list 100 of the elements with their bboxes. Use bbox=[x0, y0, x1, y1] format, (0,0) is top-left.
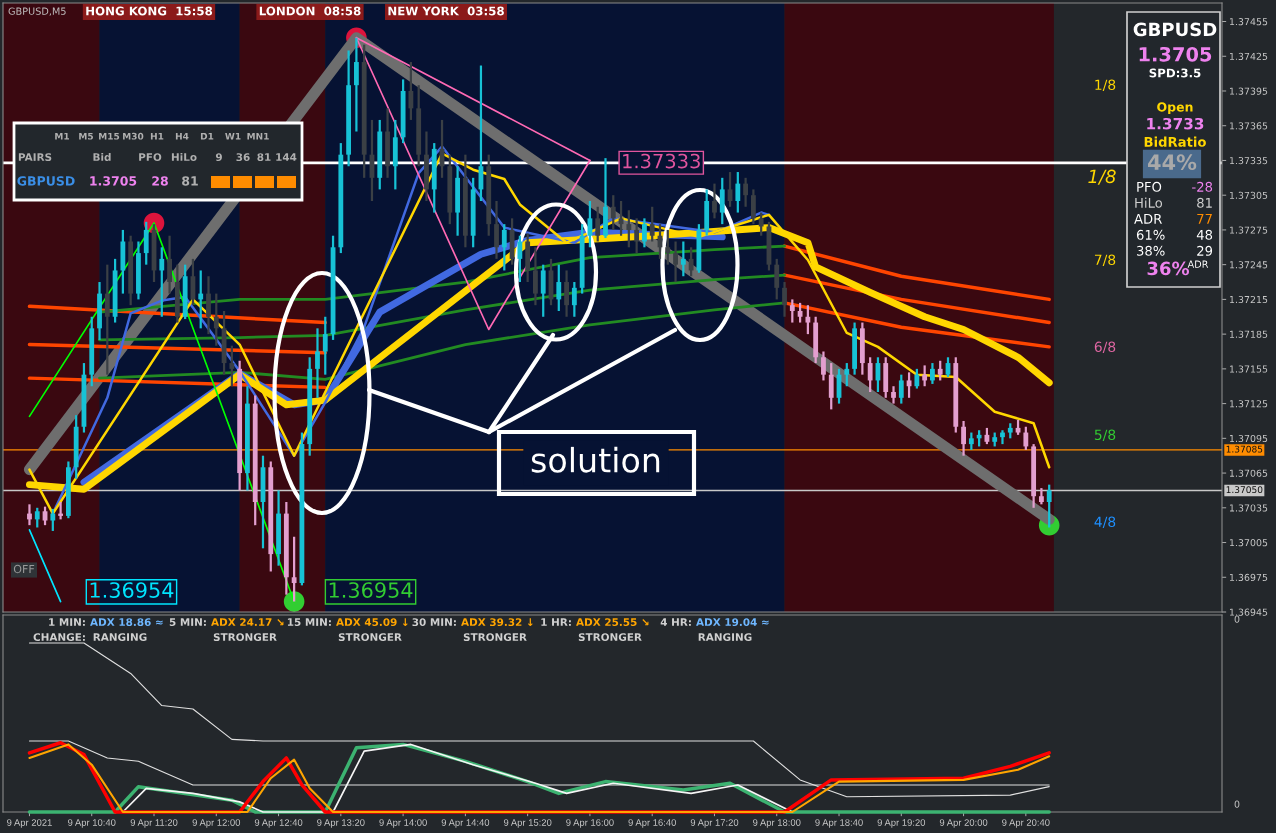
annotation: -28 bbox=[1192, 181, 1213, 192]
annotation: OFF bbox=[13, 564, 35, 574]
y-tick-label: 1.37035 bbox=[1229, 504, 1268, 512]
annotation: solution bbox=[531, 446, 660, 473]
x-tick-label: 9 Apr 2021 bbox=[7, 819, 52, 828]
y-tick-label: 1.37155 bbox=[1229, 365, 1268, 373]
annotation: 1.3733 bbox=[1147, 117, 1204, 130]
annotation: ADR bbox=[1134, 214, 1162, 224]
text: ADX 24.17 ↘ bbox=[211, 618, 284, 626]
annotation: 38% bbox=[1137, 245, 1165, 256]
annotation: 1.36954 bbox=[90, 582, 174, 598]
annotation: 7/8 bbox=[1094, 254, 1116, 267]
annotation: PFO bbox=[139, 153, 162, 162]
annotation: M15 bbox=[99, 132, 120, 140]
annotation: 5/8 bbox=[1094, 429, 1116, 442]
ref-line-label: 1.37333 bbox=[623, 153, 700, 169]
x-tick-label: 9 Apr 14:40 bbox=[441, 819, 490, 828]
annotation: PFO bbox=[1137, 181, 1162, 192]
annotation: Bid bbox=[93, 152, 111, 162]
text: 1 HR: bbox=[541, 618, 571, 626]
annotation: M30 bbox=[123, 132, 144, 140]
text: RANGING bbox=[93, 633, 147, 642]
x-tick-label: 9 Apr 20:40 bbox=[1002, 819, 1050, 828]
annotation: MN1 bbox=[247, 132, 269, 140]
text: ADX 18.86 ≈ bbox=[90, 618, 163, 627]
annotation: 4/8 bbox=[1094, 516, 1116, 529]
x-tick-label: 9 Apr 16:00 bbox=[566, 819, 614, 828]
annotation: 1.3705 bbox=[1139, 46, 1212, 62]
text: ADX 39.32 ↓ bbox=[461, 618, 533, 627]
annotation: 144 bbox=[276, 153, 297, 161]
annotation: 1.3705 bbox=[90, 176, 137, 186]
annotation: 6/8 bbox=[1094, 341, 1116, 354]
text: 30 MIN: bbox=[412, 618, 456, 627]
y-tick-label: 1.37185 bbox=[1229, 330, 1268, 338]
text: ADX 45.09 ↓ bbox=[336, 618, 408, 627]
annotation: 36% bbox=[1147, 261, 1190, 276]
ref-line-label: 1.37050 bbox=[1226, 486, 1263, 494]
ref-line-label: 1.37085 bbox=[1226, 445, 1263, 453]
text: 4 HR: bbox=[660, 618, 691, 626]
annotation: HiLo bbox=[171, 152, 197, 162]
y-tick-label: 1.37275 bbox=[1229, 226, 1268, 234]
annotation: HiLo bbox=[1135, 197, 1163, 208]
y-tick-label: 1.37425 bbox=[1229, 52, 1268, 60]
annotation: 81 bbox=[1197, 197, 1212, 208]
annotation: GBPUSD bbox=[1133, 22, 1217, 37]
x-tick-label: 9 Apr 16:40 bbox=[628, 819, 676, 828]
text: RANGING bbox=[698, 633, 752, 642]
annotation: H4 bbox=[175, 132, 189, 140]
annotation: M5 bbox=[79, 132, 93, 140]
y-tick-label: 1.37245 bbox=[1229, 261, 1268, 269]
text: STRONGER bbox=[463, 633, 527, 642]
x-tick-label: 9 Apr 15:20 bbox=[503, 819, 552, 828]
text: CHANGE: bbox=[33, 633, 85, 642]
x-tick-label: 9 Apr 12:00 bbox=[192, 819, 241, 828]
annotation: 28 bbox=[152, 176, 168, 186]
y-tick-label: 1.37395 bbox=[1229, 87, 1268, 95]
text: 15 MIN: bbox=[287, 618, 331, 627]
text: 0 bbox=[1234, 615, 1240, 623]
text: 1 MIN: bbox=[49, 618, 85, 626]
y-tick-label: 1.37335 bbox=[1229, 157, 1268, 165]
x-tick-label: 9 Apr 17:20 bbox=[690, 819, 739, 828]
annotation: BidRatio bbox=[1144, 136, 1206, 147]
annotation: GBPUSD bbox=[17, 176, 75, 186]
y-tick-label: 1.36975 bbox=[1229, 573, 1268, 581]
y-tick-label: 1.37065 bbox=[1229, 469, 1268, 477]
y-tick-label: 1.37005 bbox=[1229, 539, 1268, 547]
text: STRONGER bbox=[338, 633, 402, 642]
y-tick-label: 1.37455 bbox=[1229, 18, 1268, 26]
y-tick-label: 1.37365 bbox=[1229, 122, 1268, 130]
annotation: HONG KONG 15:58 bbox=[86, 6, 213, 16]
annotation: D1 bbox=[200, 132, 214, 140]
annotation: Open bbox=[1157, 102, 1193, 115]
annotation: NEW YORK 03:58 bbox=[388, 6, 504, 16]
text: 5 MIN: bbox=[169, 618, 206, 627]
annotation: 81 bbox=[257, 153, 271, 162]
annotation: GBPUSD,M5 bbox=[8, 7, 66, 16]
annotation: 61% bbox=[1136, 229, 1165, 240]
annotation: H1 bbox=[150, 132, 164, 140]
y-tick-label: 1.37215 bbox=[1229, 295, 1268, 304]
annotation: 9 bbox=[215, 153, 222, 162]
y-tick-label: 1.36945 bbox=[1229, 608, 1268, 616]
annotation: 77 bbox=[1197, 214, 1212, 224]
annotation: M1 bbox=[55, 132, 70, 140]
x-tick-label: 9 Apr 10:40 bbox=[68, 819, 116, 828]
x-tick-label: 9 Apr 19:20 bbox=[877, 819, 926, 828]
x-tick-label: 9 Apr 18:40 bbox=[815, 819, 863, 828]
annotation: PAIRS bbox=[18, 153, 52, 162]
x-tick-label: 9 Apr 20:00 bbox=[939, 819, 988, 828]
annotation: 29 bbox=[1197, 245, 1213, 256]
x-tick-label: 9 Apr 13:20 bbox=[317, 819, 365, 828]
text: ADX 19.04 ≈ bbox=[696, 618, 769, 627]
annotation: 44% bbox=[1148, 154, 1197, 171]
y-tick-label: 1.37095 bbox=[1229, 434, 1268, 443]
y-tick-label: 1.37305 bbox=[1229, 191, 1268, 199]
annotation: 1/8 bbox=[1095, 79, 1116, 92]
annotation: 81 bbox=[182, 176, 198, 186]
annotation: 36 bbox=[236, 153, 250, 162]
text: STRONGER bbox=[213, 633, 277, 642]
y-tick-label: 1.37125 bbox=[1229, 400, 1268, 408]
text: 0 bbox=[1234, 800, 1240, 808]
